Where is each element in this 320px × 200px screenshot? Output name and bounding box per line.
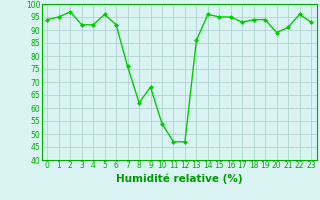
X-axis label: Humidité relative (%): Humidité relative (%) — [116, 173, 243, 184]
